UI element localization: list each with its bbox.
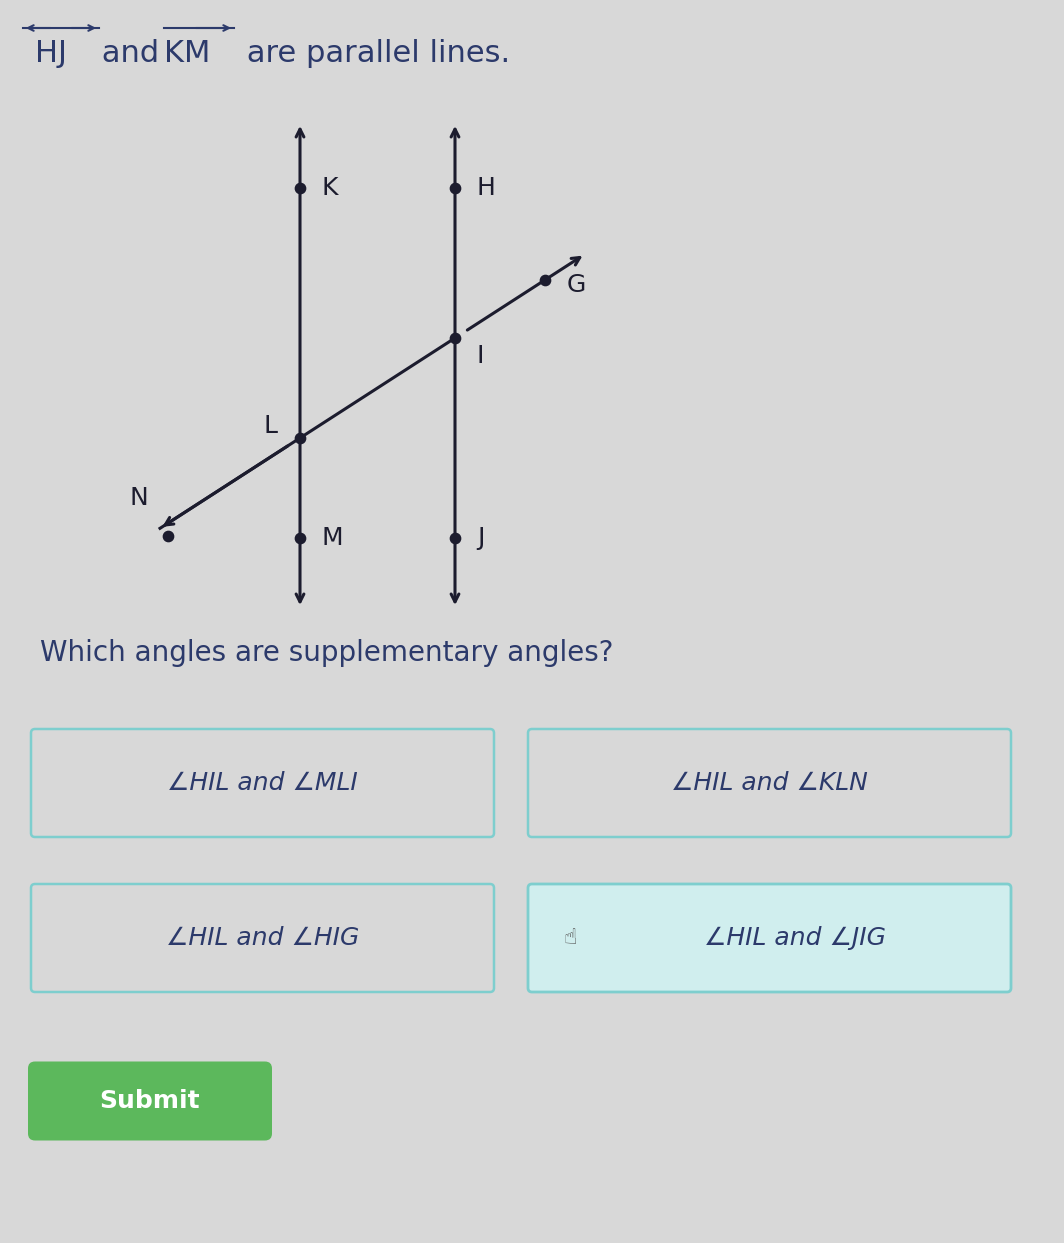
Text: KM: KM	[164, 39, 211, 67]
Point	[447, 178, 464, 198]
Text: HJ: HJ	[35, 39, 67, 67]
FancyBboxPatch shape	[528, 728, 1011, 837]
Text: J: J	[477, 526, 484, 549]
Point	[292, 178, 309, 198]
Text: ∠HIL and ∠MLI: ∠HIL and ∠MLI	[167, 771, 358, 796]
Text: ∠HIL and ∠JIG: ∠HIL and ∠JIG	[703, 926, 885, 950]
Text: H: H	[477, 177, 496, 200]
Text: M: M	[322, 526, 344, 549]
Text: and: and	[92, 39, 169, 67]
Point	[292, 528, 309, 548]
Text: ☝: ☝	[563, 929, 577, 948]
FancyBboxPatch shape	[31, 884, 494, 992]
Text: N: N	[129, 486, 148, 511]
Point	[447, 328, 464, 348]
FancyBboxPatch shape	[28, 1062, 272, 1141]
Text: ∠HIL and ∠HIG: ∠HIL and ∠HIG	[166, 926, 360, 950]
Text: K: K	[322, 177, 338, 200]
Text: ∠HIL and ∠KLN: ∠HIL and ∠KLN	[671, 771, 868, 796]
Text: L: L	[264, 414, 278, 438]
Point	[160, 526, 177, 546]
Point	[536, 270, 553, 290]
Text: Which angles are supplementary angles?: Which angles are supplementary angles?	[40, 639, 614, 667]
FancyBboxPatch shape	[528, 884, 1011, 992]
FancyBboxPatch shape	[31, 728, 494, 837]
Text: I: I	[477, 344, 484, 368]
Point	[447, 528, 464, 548]
Text: Submit: Submit	[100, 1089, 200, 1112]
Text: G: G	[567, 273, 586, 297]
Point	[292, 428, 309, 447]
Text: are parallel lines.: are parallel lines.	[237, 39, 510, 67]
